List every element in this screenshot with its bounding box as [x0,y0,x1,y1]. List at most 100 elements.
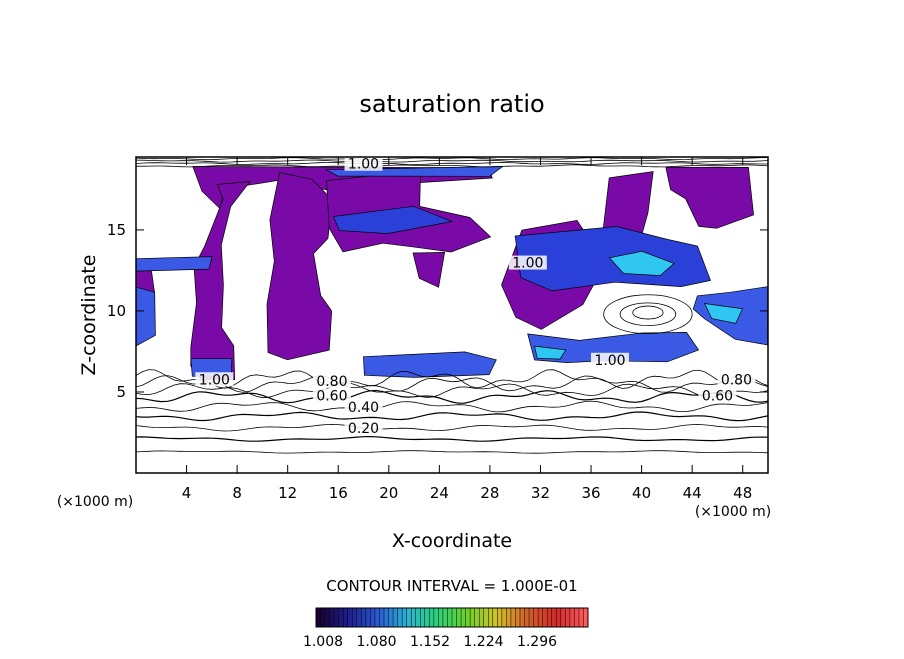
x-tick-label: 28 [480,484,499,502]
contour-label: 0.60 [702,388,733,404]
colorbar-cell [397,608,403,627]
colorbar-tick-label: 1.080 [356,634,396,650]
colorbar-cell [352,608,358,627]
contour-line [136,411,768,422]
contour-label: 0.80 [721,372,752,388]
x-axis-ticks: 4 8 12 16 20 24 28 32 36 40 44 48 [182,157,752,502]
contour-lines [136,157,768,454]
x-tick-label: 32 [531,484,550,502]
colorbar-cell [529,608,534,627]
y-axis-ticks: 5 10 15 [107,221,768,401]
colorbar-cell [520,608,525,627]
fill-region-cyan [534,345,567,360]
fill-region-blue [527,332,700,363]
colorbar-cell [411,608,417,627]
colorbar-frame [315,607,589,628]
colorbar-cell [569,608,575,627]
contour-line [136,423,768,432]
colorbar-cell [429,608,435,627]
y-tick-label: 15 [107,221,126,239]
contour-line [136,369,768,389]
plot-area: 0.200.400.60 0.600.80 0.801.001.001.001.00 [136,157,768,454]
contour-label-bg [344,399,383,414]
colorbar-cell [465,608,471,627]
colorbar-cell [510,608,516,627]
colorbar-labels: 1.008 1.080 1.152 1.224 1.296 [303,634,557,650]
colorbar-cell [474,608,480,627]
contour-line [136,157,768,161]
contour-label-bg [717,372,756,387]
y-axis-label: Z-coordinate [78,255,100,376]
fill-region-purple [665,166,754,229]
colorbar-cell [578,608,584,627]
contour-label-bg [591,352,629,367]
x-tick-label: 48 [733,484,752,502]
colorbar-cell [343,608,349,627]
contour-label: 1.00 [348,157,379,173]
colorbar-cell [388,608,394,627]
fill-region-blue [332,205,454,234]
contour-label-bg [698,388,737,403]
contour-label: 0.60 [316,388,347,404]
colorbar-cell [461,608,466,627]
colorbar-cell [356,608,362,627]
x-tick-label: 12 [278,484,297,502]
x-tick-label: 44 [683,484,702,502]
colorbar-cell [492,608,498,627]
contour-label: 0.40 [348,400,379,416]
contour-label-bg [312,388,351,403]
y-tick-label: 10 [107,302,126,320]
x-tick-label: 36 [581,484,600,502]
colorbar-cell [556,608,562,627]
colorbar-cell [560,608,566,627]
x-tick-label: 4 [182,484,192,502]
contour-line [136,374,768,393]
colorbar-cell [420,608,426,627]
colorbar-cell [501,608,507,627]
fill-region-blue [136,256,213,272]
colorbar-cell [583,608,589,627]
fill-region-purple [266,172,333,361]
colorbar-cell [361,608,367,627]
colorbar-cell [334,608,339,627]
fill-region-blue [324,166,504,177]
contour-line [136,400,768,413]
colorbar-cell [551,608,557,627]
contour-interval-label: CONTOUR INTERVAL = 1.000E-01 [326,577,577,595]
saturation-fills [136,166,768,381]
colorbar-cell [370,608,376,627]
colorbar-cell [415,608,421,627]
fill-region-purple [190,181,251,381]
colorbar-cell [483,608,489,627]
fill-region-purple [412,252,446,288]
colorbar-cell [406,608,412,627]
contour-line [136,162,768,165]
contour-line [136,450,768,454]
contour-line [619,302,677,326]
chart-title: saturation ratio [359,90,544,118]
colorbar-cell [347,608,353,627]
contour-label-bg [344,420,383,435]
contour-label: 1.00 [594,353,625,369]
colorbar-cell [424,608,430,627]
colorbar-cell [488,608,494,627]
fill-region-blue [136,286,156,347]
colorbar-tick-label: 1.152 [410,634,450,650]
contour-line [603,294,693,335]
colorbar-cell [533,608,539,627]
colorbar-cell [442,608,448,627]
contour-label-bg [508,255,547,270]
contour-label-bg [195,372,234,387]
contour-label-bg [344,157,383,171]
colorbar-cell [393,608,398,627]
colorbar-cell [379,608,385,627]
colorbar-cell [438,608,444,627]
contour-label: 1.00 [199,372,230,388]
contour-label: 0.80 [316,374,347,390]
colorbar-cell [384,608,389,627]
colorbar-tick-label: 1.224 [463,634,503,650]
contour-line [136,164,768,168]
contour-label: 1.00 [512,256,543,272]
x-unit-label-left: (×1000 m) [57,494,133,510]
colorbar-cell [479,608,485,627]
